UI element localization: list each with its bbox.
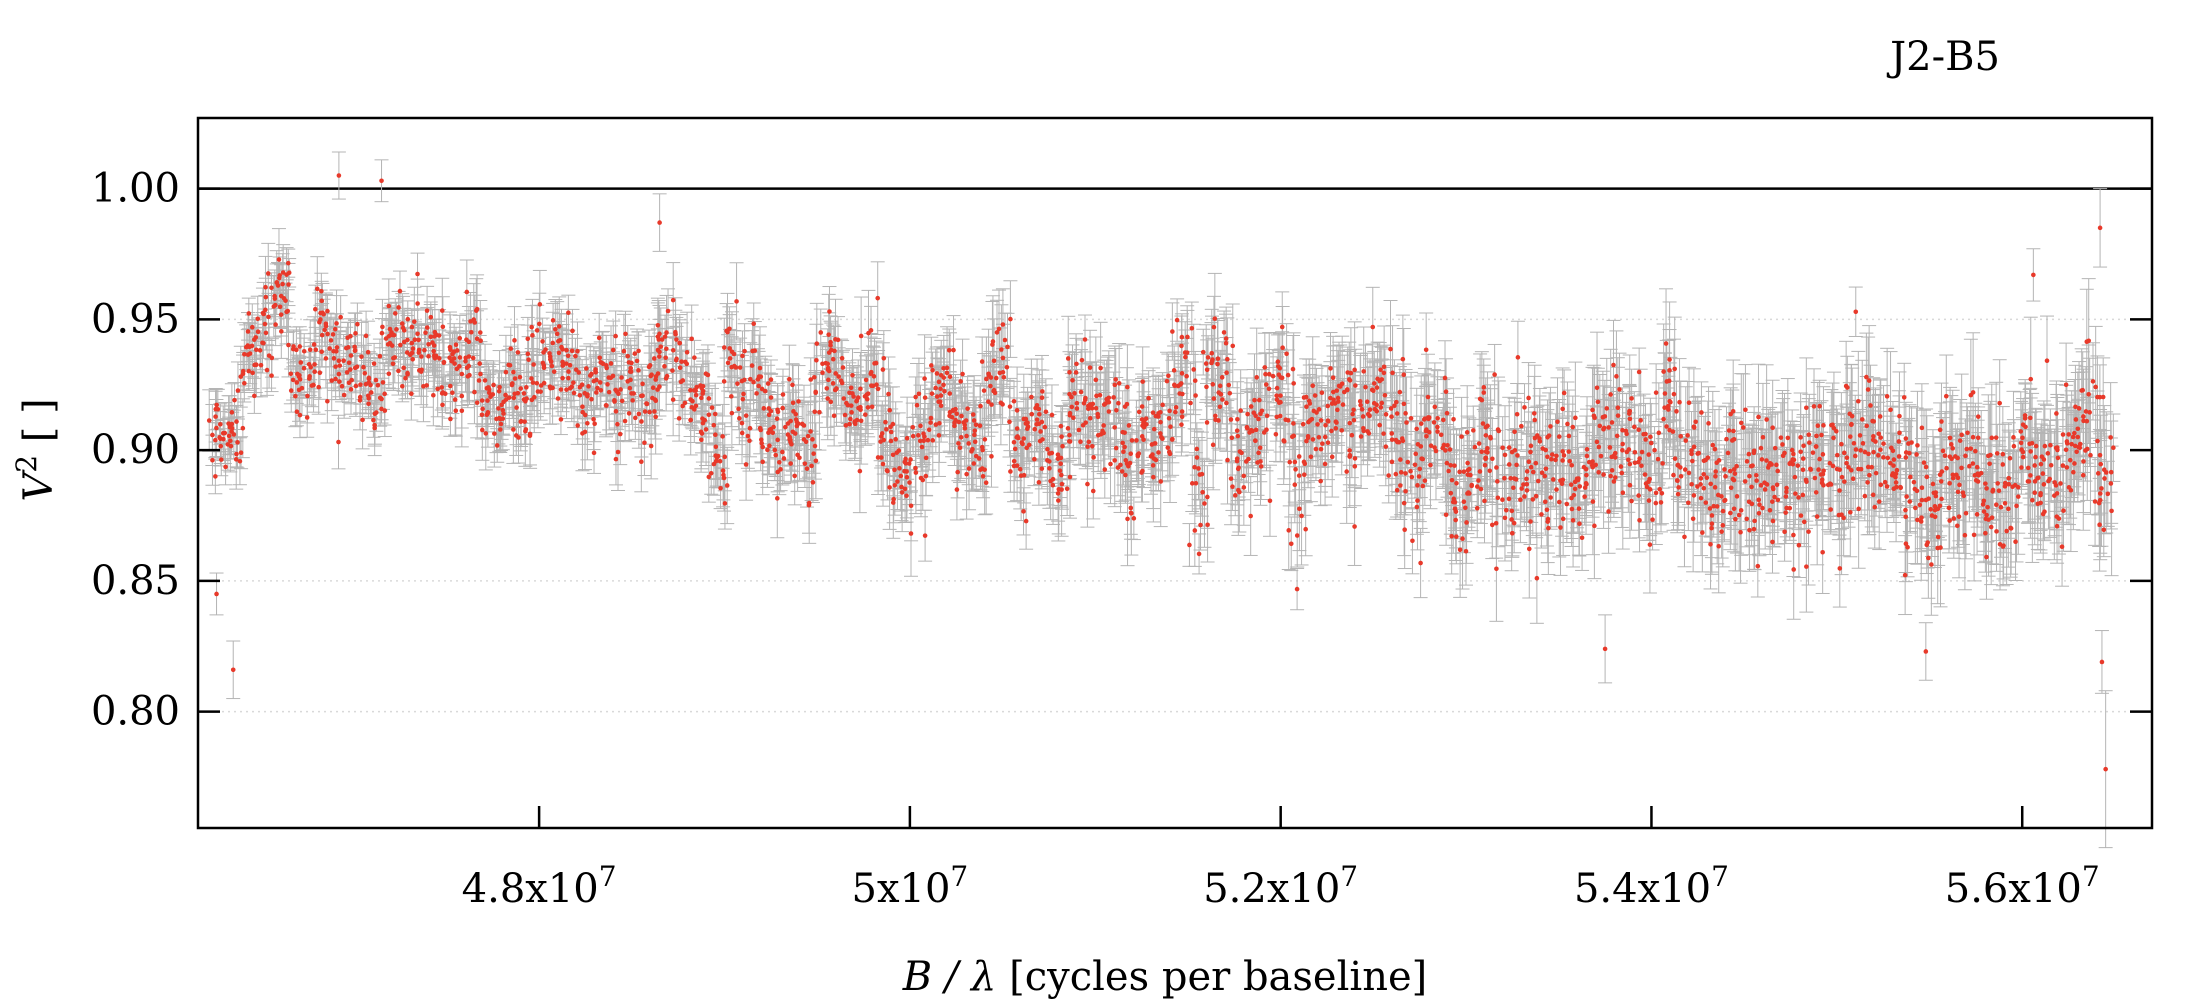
background (0, 0, 2200, 1000)
